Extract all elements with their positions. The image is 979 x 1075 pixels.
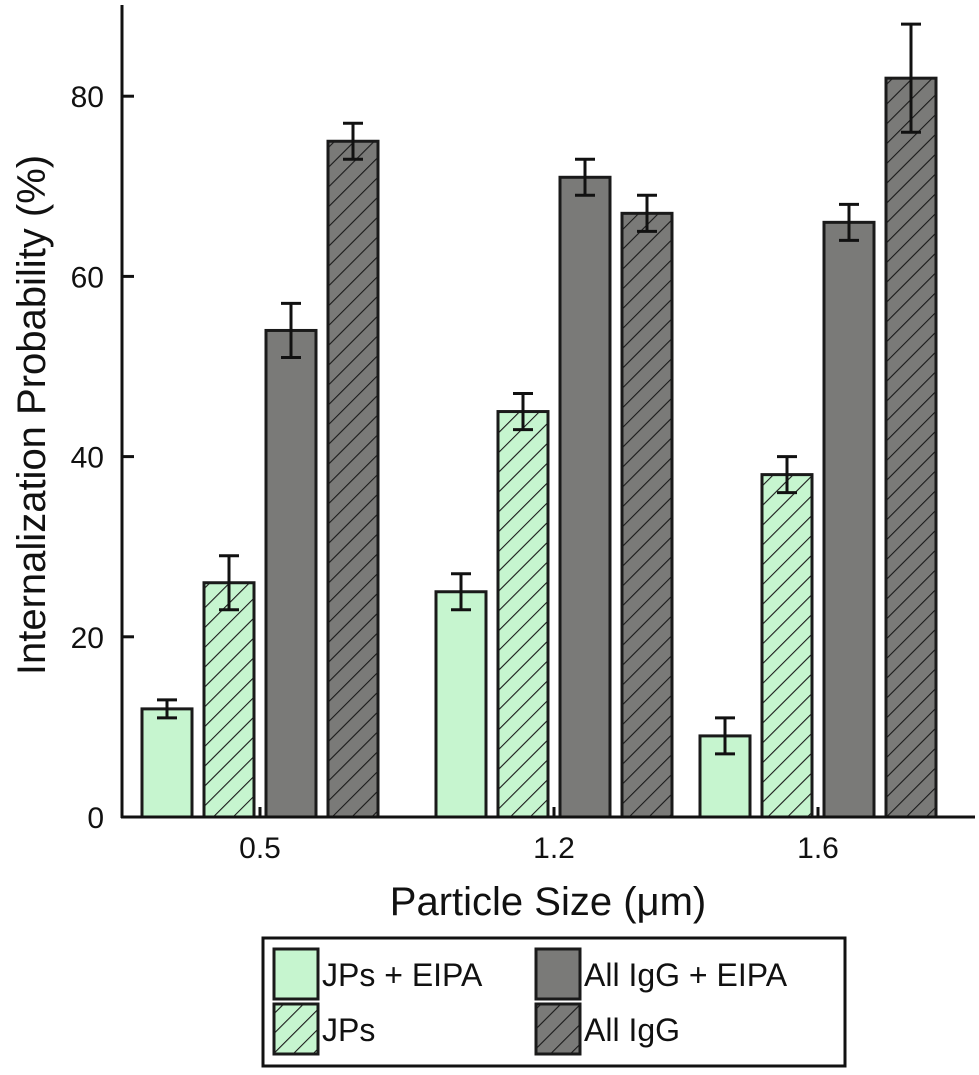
legend-swatch [534, 947, 582, 1001]
bar [620, 211, 674, 819]
x-tick-label: 0.5 [239, 832, 281, 865]
bar [822, 220, 876, 819]
legend-swatch [534, 1002, 582, 1056]
bar [326, 139, 380, 819]
bar [434, 590, 488, 819]
legend-label: JPs + EIPA [322, 957, 483, 993]
x-tick-label: 1.2 [533, 832, 575, 865]
y-tick-label: 40 [71, 442, 104, 475]
y-tick-label: 20 [71, 622, 104, 655]
x-tick-label: 1.6 [797, 832, 839, 865]
bar [760, 473, 814, 819]
y-axis-title: Internalization Probability (%) [10, 155, 54, 675]
y-tick-label: 60 [71, 261, 104, 294]
legend-label: JPs [322, 1012, 375, 1048]
legend: JPs + EIPA JPs All IgG + EIPA All IgG [261, 936, 847, 1068]
bar [264, 328, 318, 819]
bar [558, 175, 612, 819]
legend-swatch [272, 1002, 320, 1056]
bar [202, 581, 256, 819]
x-axis-title: Particle Size (μm) [390, 880, 706, 924]
legend-label: All IgG + EIPA [584, 957, 788, 993]
y-tick-label: 80 [71, 81, 104, 114]
legend-label: All IgG [584, 1012, 680, 1048]
legend-swatch [272, 947, 320, 1001]
plot-area: 0 20 40 60 80 0.5 1.2 1.6 [71, 22, 938, 865]
y-tick-label: 0 [87, 802, 104, 835]
bar [884, 76, 938, 819]
bar [496, 410, 550, 819]
bar [140, 707, 194, 819]
